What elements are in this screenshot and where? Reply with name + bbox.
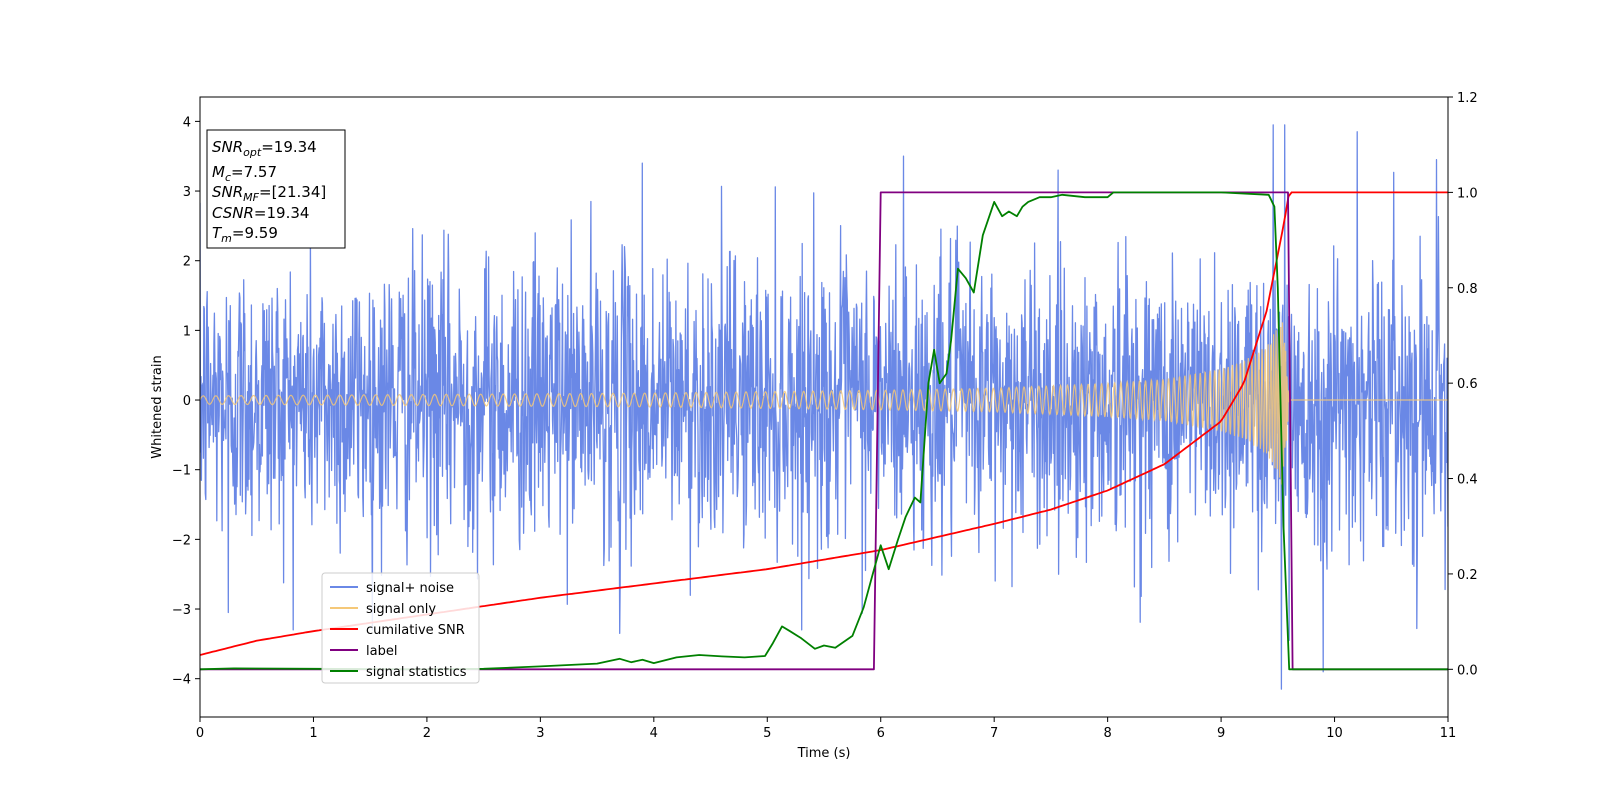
info-box-line: SNRopt=19.34 <box>212 138 317 159</box>
x-tick-label: 8 <box>1103 726 1111 741</box>
x-tick-label: 3 <box>536 726 544 741</box>
y-right-tick-label: 0.2 <box>1457 568 1478 583</box>
legend: signal+ noise signal only cumilative SNR la… <box>321 572 480 684</box>
x-tick-label: 5 <box>763 726 771 741</box>
y-left-tick-label: 1 <box>183 324 191 339</box>
y-left-tick-label: 3 <box>183 185 191 200</box>
plot-frame <box>199 96 1449 718</box>
info-box-line: CSNR=19.34 <box>212 204 309 222</box>
legend-label: signal only <box>366 602 436 617</box>
x-tick-label: 6 <box>877 726 885 741</box>
legend-frame <box>321 572 480 684</box>
x-tick-label: 11 <box>1440 726 1457 741</box>
y-left-tick-label: 4 <box>183 115 191 130</box>
y-right-tick-label: 1.2 <box>1457 91 1478 106</box>
y-right-tick-label: 0.8 <box>1457 282 1478 297</box>
y-right-tick-label: 0.0 <box>1457 663 1478 678</box>
y-left-tick-label: 0 <box>183 394 191 409</box>
y-left-tick-label: −4 <box>172 673 191 688</box>
x-tick-label: 4 <box>650 726 658 741</box>
y-left-tick-label: −3 <box>172 603 191 618</box>
info-box-line: Tm=9.59 <box>212 224 278 245</box>
info-box-line: SNRMF=[21.34] <box>212 183 326 204</box>
x-tick-label: 7 <box>990 726 998 741</box>
x-tick-label: 10 <box>1326 726 1343 741</box>
legend-label: signal+ noise <box>366 581 454 596</box>
y-axis-label: Whitened strain <box>150 355 165 458</box>
info-box-frame <box>206 129 346 249</box>
series-line-signal-only <box>200 322 1448 485</box>
series-line-signal-statistics <box>200 191 1448 671</box>
x-tick-label: 9 <box>1217 726 1225 741</box>
x-tick-label: 0 <box>196 726 204 741</box>
y-right-tick-label: 0.6 <box>1457 377 1478 392</box>
y-left-tick-label: −2 <box>172 533 191 548</box>
y-right-tick-label: 0.4 <box>1457 473 1478 488</box>
legend-label: label <box>366 644 397 659</box>
axes-layer: 0 1 2 3 4 5 6 7 8 9 10 11 −4 −3 −2 −1 0 1 2 3 4 0.0 0.2 0.4 0.6 0… <box>172 91 1478 741</box>
legend-label: signal statistics <box>366 665 467 680</box>
info-box: SNRopt=19.34 Mc=7.57SNRMF=[21.34]CSNR=19.… <box>206 129 346 249</box>
y-right-tick-label: 1.0 <box>1457 186 1478 201</box>
x-axis-label: Time (s) <box>797 746 851 761</box>
info-box-line: Mc=7.57 <box>212 163 277 184</box>
y-left-tick-label: −1 <box>172 464 191 479</box>
legend-label: cumilative SNR <box>366 623 465 638</box>
x-tick-label: 2 <box>423 726 431 741</box>
y-left-tick-label: 2 <box>183 255 191 270</box>
x-tick-label: 1 <box>309 726 317 741</box>
